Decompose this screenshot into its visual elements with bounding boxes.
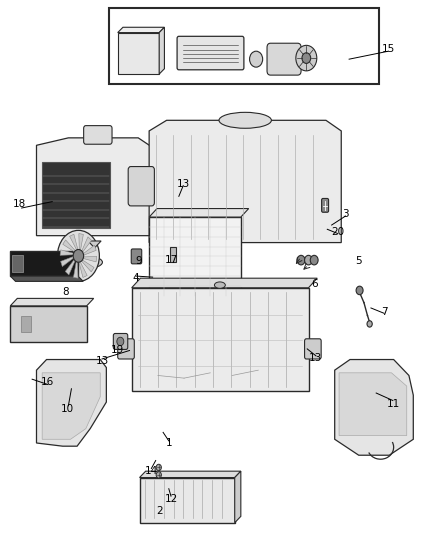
Circle shape [296, 45, 317, 71]
Text: 1: 1 [166, 438, 172, 448]
Bar [170, 247, 176, 262]
Polygon shape [140, 471, 241, 478]
FancyBboxPatch shape [177, 36, 244, 70]
Polygon shape [63, 240, 77, 253]
Polygon shape [79, 233, 83, 252]
Polygon shape [11, 298, 94, 306]
Text: 14: 14 [145, 466, 158, 476]
Text: 2: 2 [157, 506, 163, 516]
Bar [140, 478, 235, 523]
Polygon shape [235, 471, 241, 523]
Text: 8: 8 [62, 287, 69, 297]
Polygon shape [42, 373, 100, 439]
Polygon shape [159, 27, 164, 74]
Circle shape [117, 337, 124, 346]
Polygon shape [88, 241, 101, 248]
Polygon shape [70, 234, 78, 252]
Circle shape [57, 230, 99, 281]
FancyBboxPatch shape [84, 126, 112, 144]
Bar [12, 255, 23, 272]
FancyBboxPatch shape [128, 166, 154, 206]
Polygon shape [74, 260, 78, 278]
Circle shape [310, 255, 318, 265]
Text: 19: 19 [111, 345, 124, 356]
Polygon shape [118, 27, 164, 33]
Circle shape [156, 464, 161, 471]
Polygon shape [36, 138, 155, 236]
Bar [11, 251, 78, 276]
Polygon shape [82, 245, 96, 256]
Bar [42, 162, 110, 228]
Ellipse shape [54, 255, 102, 270]
Text: 6: 6 [311, 279, 318, 288]
Text: 13: 13 [309, 353, 322, 363]
Text: 11: 11 [387, 399, 400, 409]
Text: 13: 13 [95, 356, 109, 366]
Circle shape [297, 255, 305, 265]
Ellipse shape [215, 282, 225, 288]
Polygon shape [149, 208, 249, 217]
Polygon shape [80, 259, 94, 272]
Bar [118, 33, 159, 74]
Polygon shape [36, 360, 106, 446]
Polygon shape [335, 360, 413, 455]
Polygon shape [60, 256, 75, 266]
Ellipse shape [250, 51, 263, 67]
Text: 3: 3 [343, 209, 349, 220]
Text: 10: 10 [60, 404, 74, 414]
Text: 15: 15 [382, 44, 395, 53]
Polygon shape [65, 258, 76, 275]
FancyBboxPatch shape [118, 339, 134, 359]
Text: 12: 12 [164, 494, 177, 504]
Bar [11, 306, 87, 342]
FancyBboxPatch shape [113, 334, 128, 350]
Polygon shape [149, 120, 341, 243]
Circle shape [304, 255, 312, 265]
Circle shape [156, 472, 161, 478]
Text: 9: 9 [135, 256, 141, 266]
Polygon shape [339, 373, 407, 435]
Bar [132, 288, 308, 391]
Circle shape [73, 249, 84, 262]
Ellipse shape [219, 112, 272, 128]
Polygon shape [81, 237, 92, 254]
FancyBboxPatch shape [131, 249, 142, 264]
Circle shape [367, 321, 372, 327]
FancyBboxPatch shape [321, 198, 328, 212]
Text: 7: 7 [381, 306, 388, 317]
Text: 16: 16 [41, 377, 54, 387]
Polygon shape [78, 260, 87, 278]
Polygon shape [81, 256, 97, 262]
Circle shape [356, 286, 363, 295]
Text: 5: 5 [355, 256, 362, 266]
FancyBboxPatch shape [304, 339, 321, 359]
Text: 4: 4 [133, 273, 139, 283]
Polygon shape [11, 276, 83, 281]
Text: 17: 17 [164, 255, 177, 265]
FancyBboxPatch shape [267, 43, 301, 75]
Text: 18: 18 [12, 199, 26, 209]
Bar [109, 8, 379, 84]
Polygon shape [60, 250, 75, 255]
Bar [149, 217, 241, 296]
Bar [21, 317, 31, 333]
Text: 20: 20 [331, 227, 344, 237]
Circle shape [302, 53, 311, 63]
Polygon shape [132, 278, 317, 288]
Text: 13: 13 [177, 179, 190, 189]
